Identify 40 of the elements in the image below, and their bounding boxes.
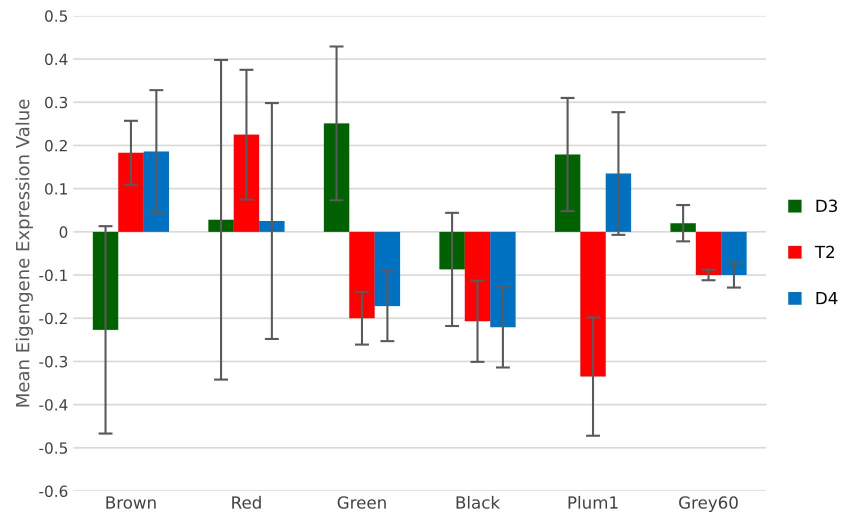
bar <box>554 154 580 232</box>
bar <box>670 223 696 232</box>
x-tick-label: Black <box>456 496 500 509</box>
y-tick-label: 0.3 <box>45 96 68 108</box>
bar <box>144 151 170 232</box>
y-tick-label: 0 <box>60 226 68 238</box>
x-tick-label: Green <box>338 496 386 509</box>
y-tick-label: 0.5 <box>45 10 67 22</box>
y-axis-title: Mean Eigengene Expression Value <box>15 100 33 406</box>
x-tick-label: Brown <box>106 496 156 509</box>
y-tick-label: 0.1 <box>45 183 67 195</box>
bar <box>721 232 747 276</box>
y-tick-label: -0.2 <box>39 312 67 324</box>
bar <box>374 232 400 306</box>
legend-label: D3 <box>816 200 837 212</box>
bar <box>349 232 375 318</box>
bar <box>439 232 465 270</box>
bar <box>259 221 285 232</box>
legend-label: T2 <box>814 246 834 258</box>
y-tick-label: -0.1 <box>39 270 67 282</box>
bar <box>490 232 516 328</box>
bar <box>696 232 722 276</box>
bar <box>234 134 260 232</box>
bar <box>464 232 490 322</box>
bar <box>606 174 632 232</box>
x-tick-label: Plum1 <box>568 496 618 509</box>
bar <box>208 220 234 232</box>
bar <box>324 123 350 232</box>
y-tick-label: -0.5 <box>39 442 67 454</box>
x-tick-label: Red <box>232 496 261 509</box>
y-tick-label: -0.6 <box>39 486 68 498</box>
bar <box>92 232 118 330</box>
y-tick-label: 0.2 <box>45 140 67 152</box>
x-tick-label: Grey60 <box>679 496 738 512</box>
y-tick-label: 0.4 <box>45 54 68 66</box>
bar <box>580 232 606 377</box>
y-tick-label: -0.3 <box>39 356 68 368</box>
y-tick-label: -0.4 <box>39 399 68 411</box>
bar <box>118 152 144 232</box>
legend-label: D4 <box>816 292 838 304</box>
